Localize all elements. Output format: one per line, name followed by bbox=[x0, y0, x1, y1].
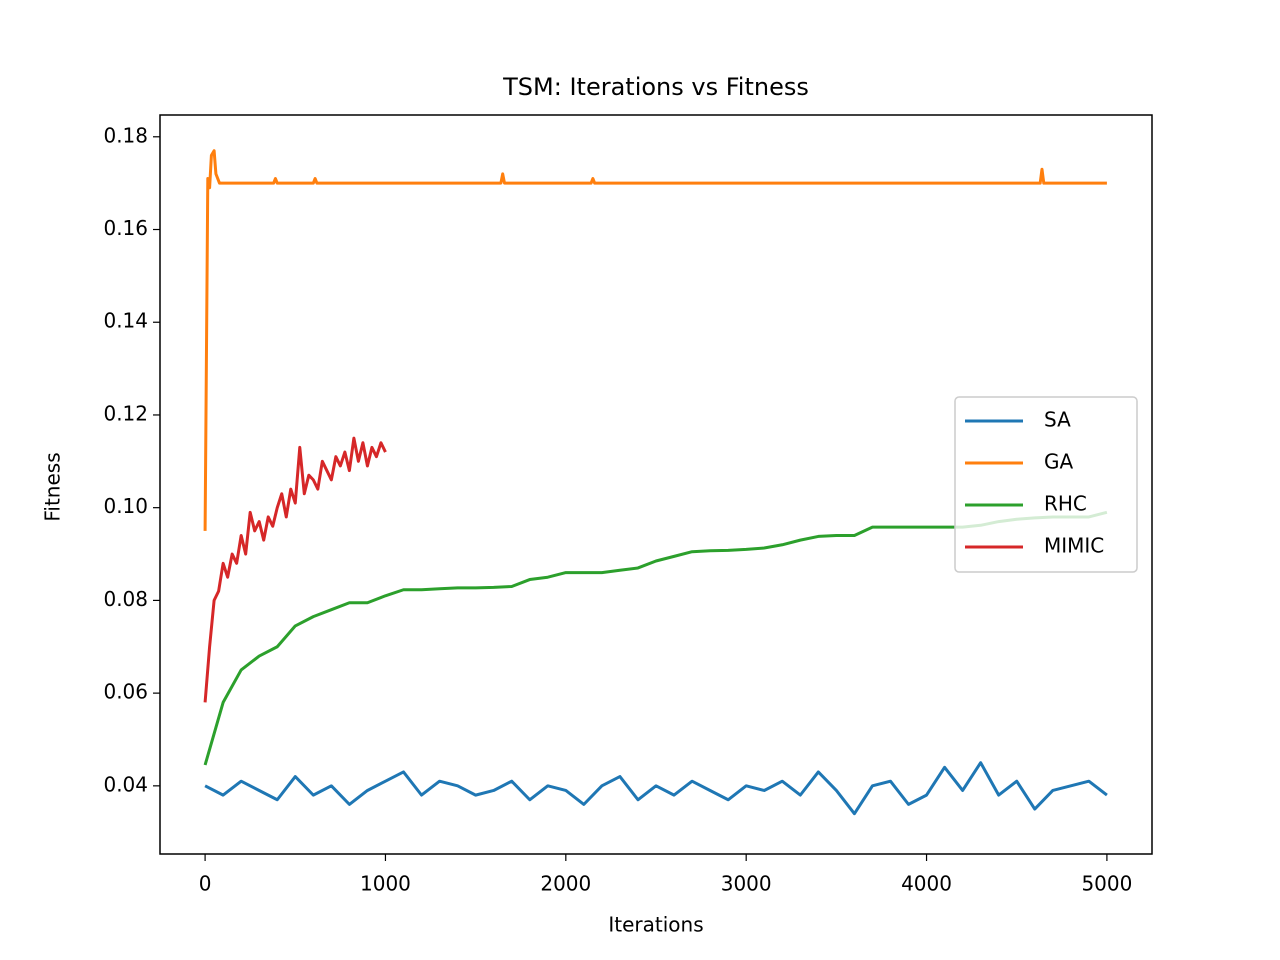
y-tick-label: 0.04 bbox=[103, 772, 148, 796]
legend-box bbox=[954, 396, 1138, 573]
legend-label: RHC bbox=[1044, 492, 1087, 516]
y-tick-label: 0.10 bbox=[103, 494, 148, 518]
legend-label: MIMIC bbox=[1044, 534, 1104, 558]
y-tick-label: 0.12 bbox=[103, 401, 148, 425]
plot-frame bbox=[159, 114, 1153, 855]
y-tick-label: 0.16 bbox=[103, 216, 148, 240]
legend-label: SA bbox=[1044, 408, 1071, 432]
x-tick-label: 2000 bbox=[540, 872, 591, 896]
y-tick-label: 0.08 bbox=[103, 587, 148, 611]
x-tick-label: 3000 bbox=[721, 872, 772, 896]
y-tick-label: 0.18 bbox=[103, 123, 148, 147]
y-tick-label: 0.14 bbox=[103, 309, 148, 333]
legend-label: GA bbox=[1044, 450, 1073, 474]
series-line bbox=[203, 149, 1107, 531]
series-line bbox=[203, 436, 387, 703]
chart-title: TSM: Iterations vs Fitness bbox=[502, 73, 809, 101]
x-tick-label: 5000 bbox=[1081, 872, 1132, 896]
x-tick-label: 0 bbox=[199, 872, 212, 896]
legend: SA GA RHC MIMIC bbox=[954, 396, 1138, 573]
y-axis-label: Fitness bbox=[41, 452, 65, 521]
series-line bbox=[204, 761, 1108, 816]
x-axis-label: Iterations bbox=[608, 913, 703, 937]
x-tick-label: 4000 bbox=[901, 872, 952, 896]
y-tick-label: 0.06 bbox=[103, 680, 148, 704]
x-tick-label: 1000 bbox=[360, 872, 411, 896]
